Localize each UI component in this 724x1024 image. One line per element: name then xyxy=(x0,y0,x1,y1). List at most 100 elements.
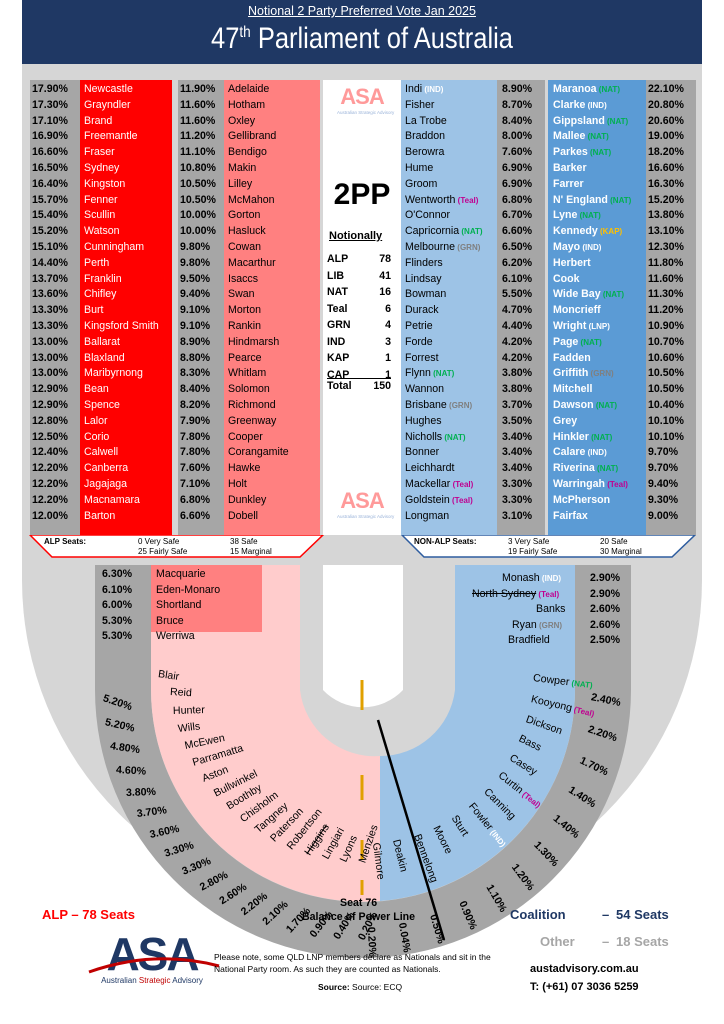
party-tag: (IND) xyxy=(585,100,607,110)
seat-name: Macquarie xyxy=(156,568,206,580)
seat-name: Brisbane (GRN) xyxy=(405,398,472,414)
seat-margin: 8.90% xyxy=(502,83,533,95)
seat-margin: 2.60% xyxy=(590,603,621,615)
seat-name: Franklin xyxy=(84,272,122,285)
seat-name: Eden-Monaro xyxy=(156,583,221,596)
seat-name: Monash (IND) xyxy=(502,571,561,587)
seat-margin: 11.60% xyxy=(180,114,216,127)
seat-name: Werriwa xyxy=(156,630,195,642)
seat-margin: 11.30% xyxy=(648,288,684,301)
seat-margin: 4.70% xyxy=(502,304,533,317)
party-tag: (IND) xyxy=(580,243,602,252)
seat-name: Berowra xyxy=(405,145,444,161)
party-abbrev: ALP xyxy=(327,253,349,265)
party-count: 3 xyxy=(385,335,391,348)
party-abbrev: Teal xyxy=(327,302,348,315)
party-tag: (NAT) xyxy=(596,85,620,94)
seat-margin: 15.40% xyxy=(32,209,68,222)
top-logo: ASA Australian Strategic Advisory xyxy=(337,84,395,115)
seat-margin: 4.40% xyxy=(502,320,533,332)
seat-margin: 12.20% xyxy=(32,462,68,475)
seat-margin: 3.40% xyxy=(502,462,533,475)
seat-margin: 3.30% xyxy=(502,493,533,506)
seat-name-text: Calare xyxy=(553,446,586,459)
website-link[interactable]: austadvisory.com.au xyxy=(530,963,639,975)
seat-margin: 8.40% xyxy=(180,383,211,396)
seat-margin: 6.70% xyxy=(502,209,533,222)
source-line: Source: Source: ECQ xyxy=(318,982,403,992)
seat-name-text: Wentworth xyxy=(405,193,456,206)
seat-name: Clarke (IND) xyxy=(553,98,607,114)
seat-name: Leichhardt xyxy=(405,461,454,477)
seat-name: Mitchell xyxy=(553,382,592,398)
seat-name-text: Fisher xyxy=(405,98,435,111)
seat-margin: 6.90% xyxy=(502,162,533,174)
seat-name: Goldstein (Teal) xyxy=(405,493,473,509)
party-tag: (NAT) xyxy=(577,211,601,221)
seat-name: Riverina (NAT) xyxy=(553,461,618,477)
seat-margin: 10.50% xyxy=(648,367,684,380)
non-marginal-blue-panel xyxy=(400,80,497,535)
seat-name: Banks xyxy=(536,602,565,618)
party-abbrev: GRN xyxy=(327,319,351,331)
seat-name: Makin xyxy=(228,162,257,174)
seat-name: Maribyrnong xyxy=(84,367,143,380)
seat-name: Flynn (NAT) xyxy=(405,366,454,382)
seat-name-text: Hinkler xyxy=(553,430,589,443)
seat-name: Wide Bay (NAT) xyxy=(553,287,624,303)
seat-margin: 6.60% xyxy=(502,225,533,238)
seat-name-text: North Sydney xyxy=(472,587,537,600)
seat-name: Burt xyxy=(84,304,104,317)
seat-margin: 7.60% xyxy=(502,146,533,159)
seat-name: Corangamite xyxy=(228,446,289,459)
seat-margin: 6.10% xyxy=(102,583,133,596)
seat-name: Cook xyxy=(553,272,579,288)
seat-name-text: Monash xyxy=(502,572,540,584)
seat-margin: 13.00% xyxy=(32,351,68,364)
seat-margin: 8.40% xyxy=(502,114,533,127)
party-tag: (KAP) xyxy=(597,227,623,237)
seat-margin: 16.90% xyxy=(32,130,68,143)
party-tag: (NAT) xyxy=(568,678,593,690)
seat-margin: 4.20% xyxy=(502,351,533,364)
seat-name-text: Mayo xyxy=(553,241,581,253)
seat-margin: 7.10% xyxy=(180,478,211,490)
seat-name: Scullin xyxy=(84,209,116,222)
seat-margin: 3.80% xyxy=(502,367,533,380)
party-tag: (GRN) xyxy=(588,369,614,379)
seat-margin: 6.80% xyxy=(502,193,533,206)
seat-margin: 12.30% xyxy=(648,241,684,253)
seat-margin: 11.60% xyxy=(180,98,216,111)
seat-name: Bowman xyxy=(405,287,446,303)
seat-name: Newcastle xyxy=(84,83,133,95)
bottom-logo: ASA Australian Strategic Advisory xyxy=(337,488,395,519)
seat-name: Wannon xyxy=(405,382,444,398)
seat-margin: 17.30% xyxy=(32,98,68,111)
seat-name: Swan xyxy=(228,288,255,301)
seat-name: Richmond xyxy=(228,399,276,411)
alp-summary-triangle xyxy=(28,535,697,558)
seat-name: Fenner xyxy=(84,193,118,206)
seat-margin: 16.30% xyxy=(648,177,684,190)
seat-margin: 2.90% xyxy=(590,572,621,584)
seat-name: North Sydney (Teal) xyxy=(472,587,559,603)
seat-name: Grey xyxy=(553,414,577,430)
party-tag: (Teal) xyxy=(570,704,596,719)
alp-fairly-grey-panel xyxy=(178,80,224,535)
seat-name-text: Longman xyxy=(405,509,450,522)
party-abbrev: LIB xyxy=(327,269,345,282)
other-dash: – xyxy=(602,934,610,949)
seat-name-text: Moncrieff xyxy=(553,304,601,317)
seat-name-text: Clarke xyxy=(553,98,586,111)
seat-name-text: Mackellar xyxy=(405,478,451,490)
seat-margin: 17.90% xyxy=(32,83,68,95)
party-tag: (NAT) xyxy=(604,116,629,126)
party-tag: (NAT) xyxy=(607,195,632,205)
seat-name-text: Fadden xyxy=(553,351,591,364)
seat-name: Macarthur xyxy=(228,256,276,269)
seat-name: Bradfield xyxy=(508,633,550,649)
party-tag: (NAT) xyxy=(594,464,619,474)
page-header: Notional 2 Party Preferred Vote Jan 2025… xyxy=(22,0,702,64)
non-alp-marginal-arc xyxy=(380,565,575,901)
seat-name-text: Ryan xyxy=(512,618,537,631)
